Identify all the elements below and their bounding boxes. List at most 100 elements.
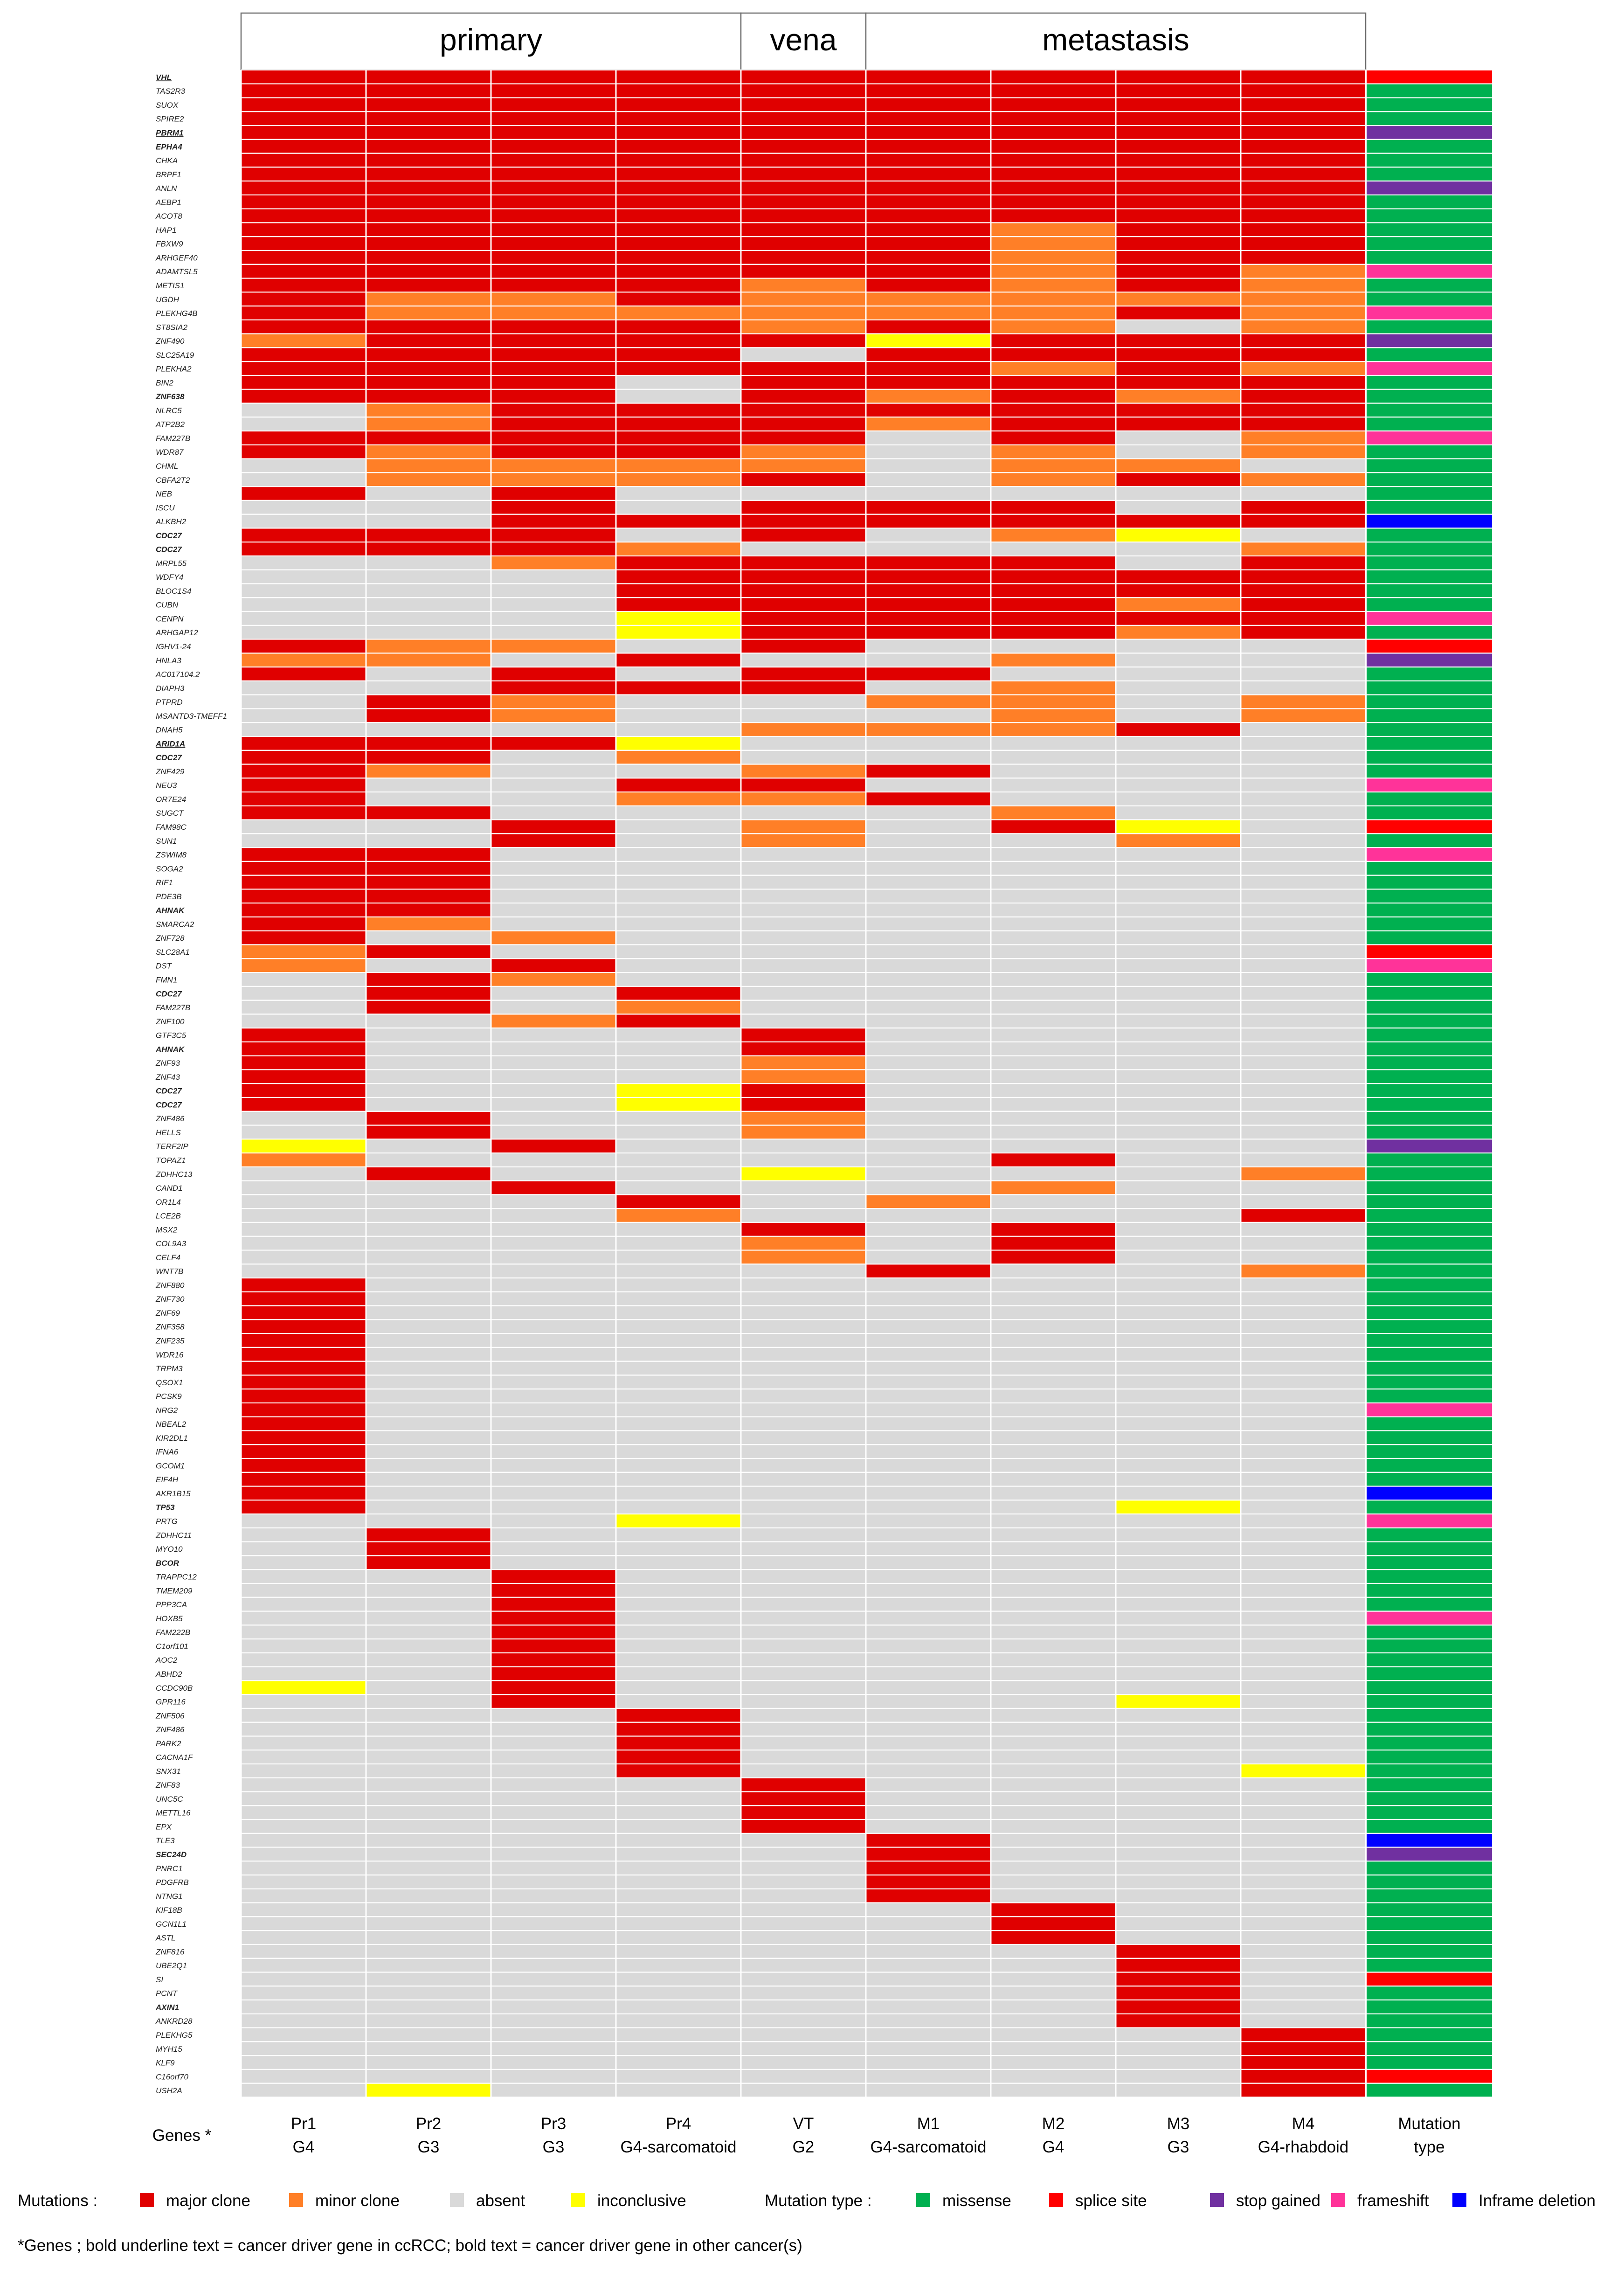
heatmap-cell — [991, 958, 1116, 973]
heatmap-cell — [741, 1722, 866, 1736]
heatmap-cell — [1116, 1972, 1241, 1986]
gene-label: SI — [156, 1975, 163, 1984]
heatmap-cell — [1116, 597, 1241, 612]
heatmap-cell — [366, 625, 491, 639]
heatmap-cell — [991, 916, 1116, 931]
heatmap-cell — [491, 611, 616, 625]
heatmap-cell — [366, 1125, 491, 1139]
heatmap-cell — [616, 930, 741, 945]
heatmap-cell — [741, 847, 866, 861]
heatmap-cell — [991, 1694, 1116, 1708]
mutation-type-cell — [1367, 1861, 1492, 1875]
mutation-type-cell — [1367, 2083, 1492, 2097]
heatmap-cell — [1116, 1722, 1241, 1736]
gene-label: CHKA — [156, 156, 178, 165]
heatmap-cell — [241, 750, 366, 764]
mutation-type-cell — [1367, 597, 1492, 612]
mutation-type-cell — [1367, 389, 1492, 403]
heatmap-cell — [366, 1277, 491, 1292]
heatmap-cell — [1116, 764, 1241, 778]
heatmap-cell — [1241, 1069, 1366, 1084]
heatmap-cell — [991, 1527, 1116, 1542]
heatmap-cell — [991, 1805, 1116, 1820]
heatmap-cell — [241, 625, 366, 639]
heatmap-cell — [366, 1458, 491, 1472]
heatmap-cell — [616, 625, 741, 639]
heatmap-cell — [491, 2013, 616, 2028]
mutation-type-cell — [1367, 1583, 1492, 1597]
heatmap-cell — [241, 1625, 366, 1639]
heatmap-cell — [1116, 431, 1241, 445]
gene-label: DST — [156, 962, 173, 971]
heatmap-cell — [991, 222, 1116, 237]
heatmap-cell — [1241, 70, 1366, 84]
heatmap-cell — [991, 431, 1116, 445]
gene-label: ZNF100 — [155, 1017, 185, 1026]
heatmap-cell — [1116, 70, 1241, 84]
heatmap-cell — [366, 986, 491, 1000]
heatmap-cell — [866, 1472, 991, 1486]
gene-label: MSX2 — [156, 1225, 178, 1234]
heatmap-cell — [1241, 1500, 1366, 1514]
heatmap-cell — [241, 1180, 366, 1195]
header-group-box-2 — [865, 12, 1367, 71]
gene-label: ZNF486 — [155, 1725, 185, 1734]
heatmap-cell — [616, 1097, 741, 1111]
heatmap-cell — [616, 667, 741, 681]
heatmap-cell — [866, 1208, 991, 1222]
mutation-type-cell — [1367, 653, 1492, 667]
heatmap-cell — [366, 319, 491, 334]
heatmap-cell — [866, 306, 991, 320]
gene-label: GPR116 — [156, 1698, 186, 1707]
heatmap-cell — [241, 1430, 366, 1445]
heatmap-cell — [991, 694, 1116, 709]
heatmap-cell — [866, 611, 991, 625]
heatmap-cell — [866, 944, 991, 959]
heatmap-cell — [491, 597, 616, 612]
mutation-type-cell — [1367, 1791, 1492, 1806]
heatmap-cell — [741, 1583, 866, 1597]
heatmap-cell — [1116, 1639, 1241, 1653]
heatmap-cell — [491, 486, 616, 500]
sample-grade: G4-sarcomatoid — [621, 2138, 737, 2156]
heatmap-cell — [241, 1236, 366, 1250]
heatmap-cell — [741, 1208, 866, 1222]
heatmap-cell — [866, 653, 991, 667]
heatmap-cell — [866, 1014, 991, 1028]
heatmap-cell — [741, 181, 866, 195]
heatmap-cell — [991, 83, 1116, 98]
mutation-type-cell — [1367, 111, 1492, 126]
heatmap-cell — [1116, 1916, 1241, 1931]
heatmap-cell — [1241, 680, 1366, 695]
heatmap-cell — [491, 1777, 616, 1792]
mutation-type-cell — [1367, 1125, 1492, 1139]
heatmap-cell — [616, 1861, 741, 1875]
heatmap-cell — [241, 2013, 366, 2028]
heatmap-cell — [491, 1625, 616, 1639]
heatmap-cell — [866, 694, 991, 709]
heatmap-cell — [1241, 1944, 1366, 1958]
heatmap-cell — [241, 83, 366, 98]
gene-label: TAS2R3 — [156, 87, 186, 96]
mutation-type-cell — [1367, 875, 1492, 889]
heatmap-cell — [241, 375, 366, 389]
gene-label: CCDC90B — [156, 1684, 193, 1693]
heatmap-cell — [741, 2013, 866, 2028]
heatmap-cell — [616, 1014, 741, 1028]
gene-label: ZNF69 — [155, 1309, 180, 1318]
heatmap-cell — [991, 1319, 1116, 1334]
heatmap-cell — [366, 736, 491, 750]
heatmap-cell — [1116, 1763, 1241, 1778]
heatmap-cell — [991, 1208, 1116, 1222]
heatmap-cell — [491, 958, 616, 973]
gene-label: ARID1A — [155, 739, 185, 748]
mutation-type-cell — [1367, 611, 1492, 625]
gene-label: ZNF235 — [155, 1337, 185, 1346]
heatmap-cell — [366, 889, 491, 903]
mutation-type-cell — [1367, 1166, 1492, 1181]
heatmap-cell — [491, 889, 616, 903]
heatmap-cell — [866, 333, 991, 348]
heatmap-cell — [991, 1180, 1116, 1195]
mutation-type-cell — [1367, 736, 1492, 750]
heatmap-cell — [241, 1944, 366, 1958]
